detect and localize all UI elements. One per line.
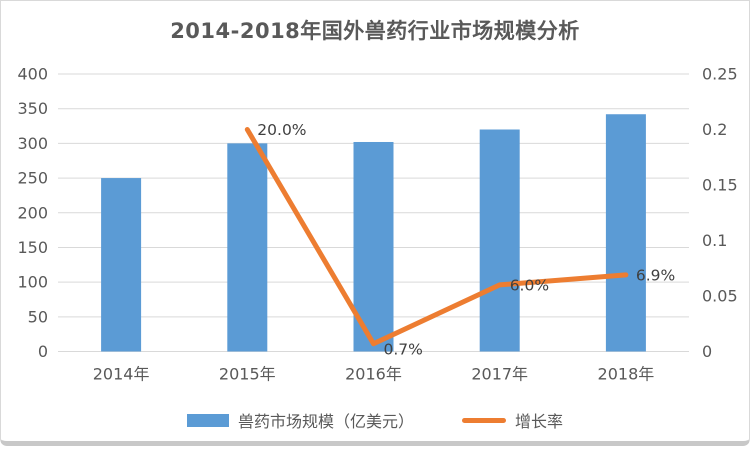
x-axis-label: 2018年	[598, 365, 655, 384]
growth-rate-line	[244, 127, 629, 347]
left-axis-tick: 100	[17, 273, 48, 292]
x-axis-label: 2016年	[345, 365, 402, 384]
right-axis-tick: 0.15	[702, 176, 738, 195]
legend-line-swatch	[462, 417, 506, 423]
left-axis-tick: 250	[17, 169, 48, 188]
x-axis-label: 2015年	[219, 365, 276, 384]
legend-bar-swatch	[186, 413, 229, 427]
bar	[227, 143, 268, 352]
x-axis-label: 2017年	[471, 365, 528, 384]
legend-line-label: 增长率	[515, 412, 564, 431]
right-axis-tick: 0.25	[702, 65, 738, 84]
legend-item-market-size: 兽药市场规模（亿美元）	[186, 408, 414, 432]
x-axis-label: 2014年	[93, 365, 150, 384]
left-axis-tick: 200	[17, 203, 48, 222]
left-axis-tick: 50	[28, 307, 48, 326]
left-axis-tick: 150	[17, 238, 48, 257]
bar	[101, 178, 142, 352]
legend-bar-label: 兽药市场规模（亿美元）	[237, 412, 414, 431]
right-axis-tick: 0.2	[702, 120, 727, 139]
chart-title: 2014-2018年国外兽药行业市场规模分析	[170, 19, 580, 43]
line-point-label: 0.7%	[384, 341, 423, 359]
right-axis-tick: 0	[702, 342, 712, 361]
bar	[605, 114, 646, 352]
left-axis-tick: 400	[17, 65, 48, 84]
line-point-label: 20.0%	[257, 121, 306, 139]
left-axis-tick: 350	[17, 99, 48, 118]
legend-item-growth-rate: 增长率	[462, 408, 563, 432]
line-point-label: 6.0%	[510, 276, 549, 294]
right-axis-tick: 0.1	[702, 231, 727, 250]
right-axis-tick: 0.05	[702, 287, 738, 306]
legend: 兽药市场规模（亿美元） 增长率	[1, 408, 749, 432]
left-axis-tick: 300	[17, 134, 48, 153]
left-axis-tick: 0	[38, 342, 48, 361]
line-point-label: 6.9%	[636, 266, 675, 284]
bar	[479, 129, 520, 352]
